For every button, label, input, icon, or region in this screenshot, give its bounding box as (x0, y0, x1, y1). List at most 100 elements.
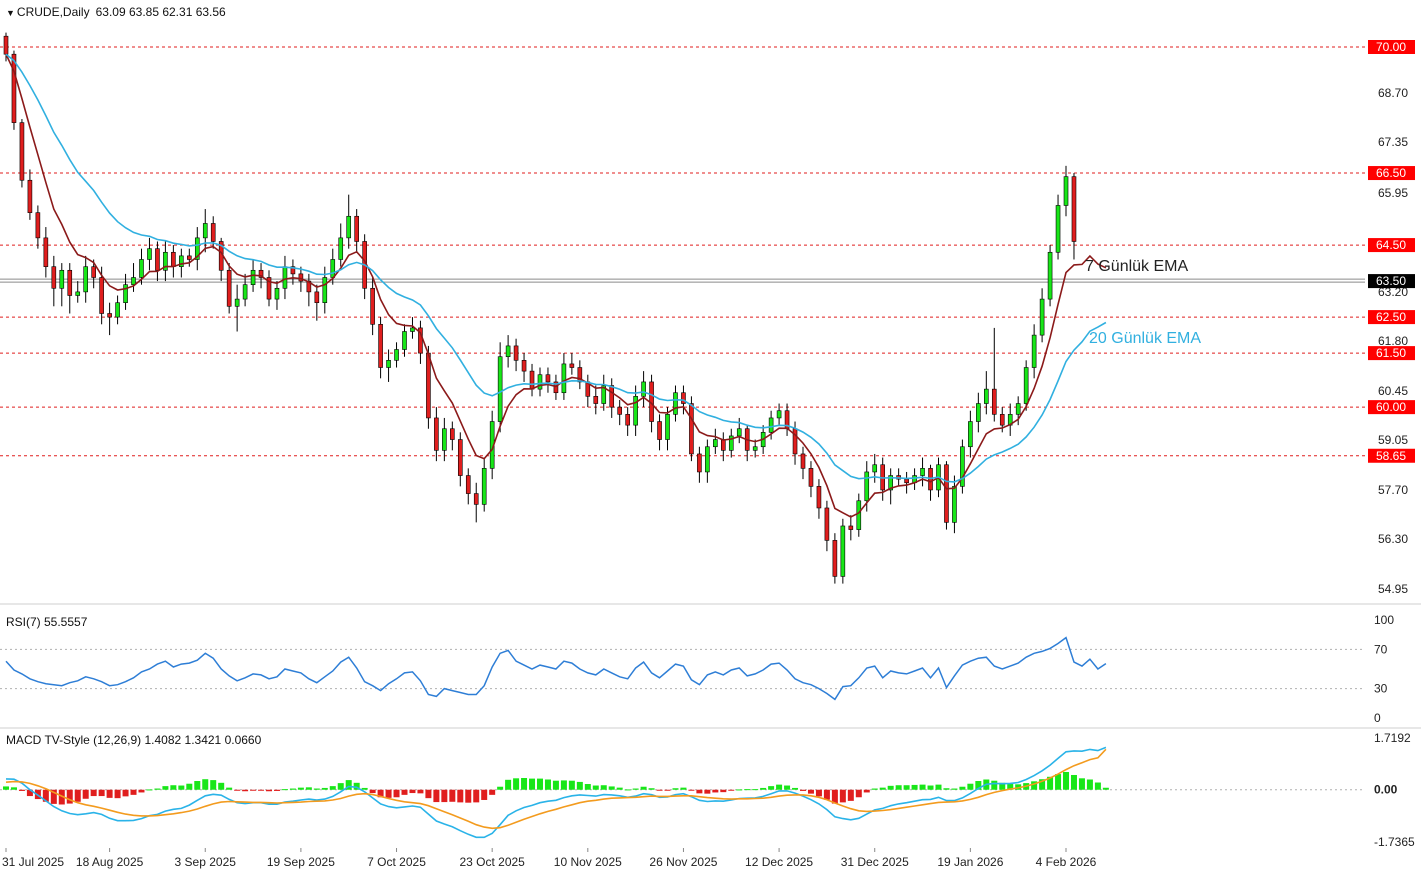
level-tag-label: 60.00 (1376, 400, 1406, 414)
macd-histogram-bar (823, 789, 830, 800)
price-axis-tick: 56.30 (1378, 532, 1408, 546)
rsi-axis-tick: 30 (1374, 682, 1388, 696)
time-axis: 31 Jul 2025 18 Aug 2025 3 Sep 2025 19 Sep 2… (2, 848, 1097, 869)
candle-body (792, 428, 798, 455)
macd-histogram-bar (831, 789, 838, 804)
candle-body (593, 396, 599, 404)
macd-histogram-bar (1007, 784, 1014, 790)
candle-body (123, 284, 128, 303)
macd-histogram-bar (313, 788, 320, 790)
macd-histogram-bar (170, 785, 177, 790)
macd-histogram-bar (242, 789, 249, 792)
macd-histogram-bar (513, 778, 520, 790)
macd-histogram-bar (688, 789, 695, 791)
candle-body (3, 35, 9, 55)
macd-histogram-bar (736, 789, 743, 791)
macd-histogram-bar (648, 788, 655, 790)
macd-histogram-bar (887, 785, 894, 790)
macd-histogram-bar (473, 789, 480, 803)
candle-body (43, 237, 49, 267)
rsi-axis-tick: 0 (1374, 711, 1381, 725)
candle-body (35, 212, 41, 239)
rsi-line (5, 636, 1107, 701)
candle-body (728, 435, 734, 451)
candle-body (991, 388, 997, 415)
rsi-axis-tick: 70 (1374, 642, 1388, 656)
macd-histogram-bar (329, 786, 336, 790)
macd-histogram-bar (98, 789, 105, 797)
candle-body (179, 255, 184, 267)
candle-body (258, 269, 264, 278)
candle-body (83, 266, 88, 293)
ema-line (5, 53, 1107, 518)
macd-histogram-bar (1039, 779, 1046, 790)
macd-histogram-bar (776, 784, 783, 790)
candle-body (609, 385, 615, 408)
candle-body (139, 259, 144, 278)
candle-body (816, 486, 822, 509)
ema-line (5, 53, 1107, 483)
candle-body (952, 486, 957, 523)
candle-body (386, 360, 391, 368)
candle-body (1031, 334, 1037, 368)
macd-histogram-bar (66, 789, 73, 804)
macd-histogram-bar (1063, 771, 1070, 790)
macd-histogram-bar (712, 789, 719, 793)
time-axis-label: 18 Aug 2025 (76, 855, 144, 869)
macd-histogram-bar (114, 789, 121, 799)
candle-body (521, 360, 527, 372)
candle-body (27, 179, 33, 213)
candle-body (457, 439, 463, 476)
macd-histogram-bar (991, 780, 998, 790)
macd-histogram-bar (728, 789, 735, 791)
candle-body (999, 414, 1005, 426)
macd-histogram-bar (154, 788, 161, 790)
level-tag-label: 58.65 (1376, 449, 1406, 463)
collapse-triangle-icon[interactable]: ▼ (6, 8, 15, 18)
level-tag-label: 62.50 (1376, 310, 1406, 324)
macd-histogram-bar (879, 787, 886, 790)
candle-body (394, 349, 399, 361)
candle-body (529, 370, 535, 390)
macd-histogram-bar (895, 785, 902, 790)
time-axis-label: 19 Jan 2026 (937, 855, 1003, 869)
time-axis-label: 19 Sep 2025 (267, 855, 335, 869)
macd-histogram-bar (82, 789, 89, 799)
macd-histogram-bar (815, 789, 822, 797)
macd-histogram-bar (839, 789, 846, 803)
macd-histogram-bar (337, 783, 344, 790)
macd-histogram-bar (975, 781, 982, 790)
price-axis-tick: 54.95 (1378, 582, 1408, 596)
macd-histogram-bar (600, 785, 607, 790)
macd-histogram-bar (855, 789, 862, 798)
candle-body (545, 374, 551, 383)
macd-histogram-bar (680, 787, 687, 790)
macd-histogram-bar (26, 789, 33, 797)
price-axis-tick: 68.70 (1378, 86, 1408, 100)
price-axis-tick: 67.35 (1378, 135, 1408, 149)
macd-histogram-bar (50, 789, 57, 804)
macd-histogram-bar (234, 789, 241, 791)
macd-histogram-bar (784, 785, 791, 790)
price-axis-tick: 61.80 (1378, 334, 1408, 348)
time-axis-label: 26 Nov 2025 (649, 855, 717, 869)
candle-body (776, 410, 782, 419)
candle-body (67, 269, 73, 296)
macd-histogram-bar (297, 787, 304, 790)
candle-body (856, 500, 862, 530)
macd-histogram-bar (807, 789, 814, 794)
macd-histogram-bar (576, 781, 583, 790)
candle-body (418, 327, 423, 354)
macd-histogram-bar (18, 789, 25, 791)
macd-histogram-bar (744, 789, 751, 791)
candle-body (920, 468, 925, 476)
candle-body (194, 237, 200, 260)
macd-histogram-bar (281, 789, 288, 791)
macd-histogram-bar (919, 784, 926, 790)
candle-body (402, 331, 407, 350)
candle-body (298, 273, 304, 282)
candle-body (354, 215, 359, 242)
candle-body (904, 478, 909, 484)
candle-body (984, 388, 989, 404)
